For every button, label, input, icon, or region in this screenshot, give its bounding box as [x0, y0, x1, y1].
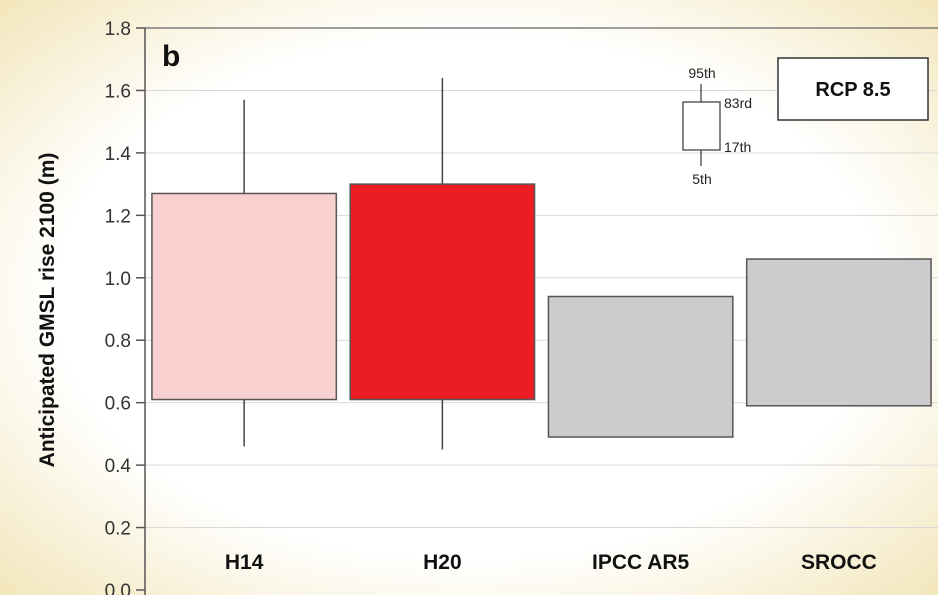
legend-label-95: 95th	[688, 65, 715, 81]
y-tick-label: 1.4	[105, 144, 132, 165]
box-h14	[151, 192, 338, 401]
y-tick-label: 1.2	[105, 206, 131, 227]
x-category-label: SROCC	[801, 551, 877, 574]
legend-label-83: 83rd	[724, 95, 752, 111]
legend-box	[682, 101, 721, 151]
legend-label-5: 5th	[692, 171, 711, 187]
legend-label-17: 17th	[724, 139, 751, 155]
y-tick-label: 1.0	[105, 269, 131, 290]
scenario-box: RCP 8.5	[777, 57, 929, 121]
box-ipcc-ar5	[547, 295, 734, 438]
axes	[144, 27, 938, 595]
panel-label: b	[162, 40, 180, 73]
y-tick-label: 1.8	[105, 19, 131, 40]
y-tick-label: 0.2	[105, 519, 131, 540]
y-tick-label: 0.0	[105, 581, 131, 595]
box-h20	[349, 183, 536, 401]
scenario-label: RCP 8.5	[815, 79, 890, 101]
x-category-label: H20	[423, 551, 462, 574]
x-tick-labels: H14 H20 IPCC AR5 SROCC	[225, 551, 877, 574]
y-tick-label: 0.6	[105, 394, 131, 415]
box-srocc	[745, 258, 932, 407]
percentile-legend: 95th 83rd 17th 5th	[682, 65, 752, 187]
x-category-label: IPCC AR5	[592, 551, 690, 574]
y-ticks: 0.0 0.2 0.4 0.6 0.8 1.0 1.2 1.4 1.6 1.8	[105, 19, 145, 595]
y-tick-label: 0.8	[105, 331, 131, 352]
x-category-label: H14	[225, 551, 264, 574]
y-tick-label: 1.6	[105, 81, 131, 102]
y-axis-label: Anticipated GMSL rise 2100 (m)	[36, 153, 59, 468]
boxes	[151, 77, 932, 450]
y-tick-label: 0.4	[105, 456, 132, 477]
